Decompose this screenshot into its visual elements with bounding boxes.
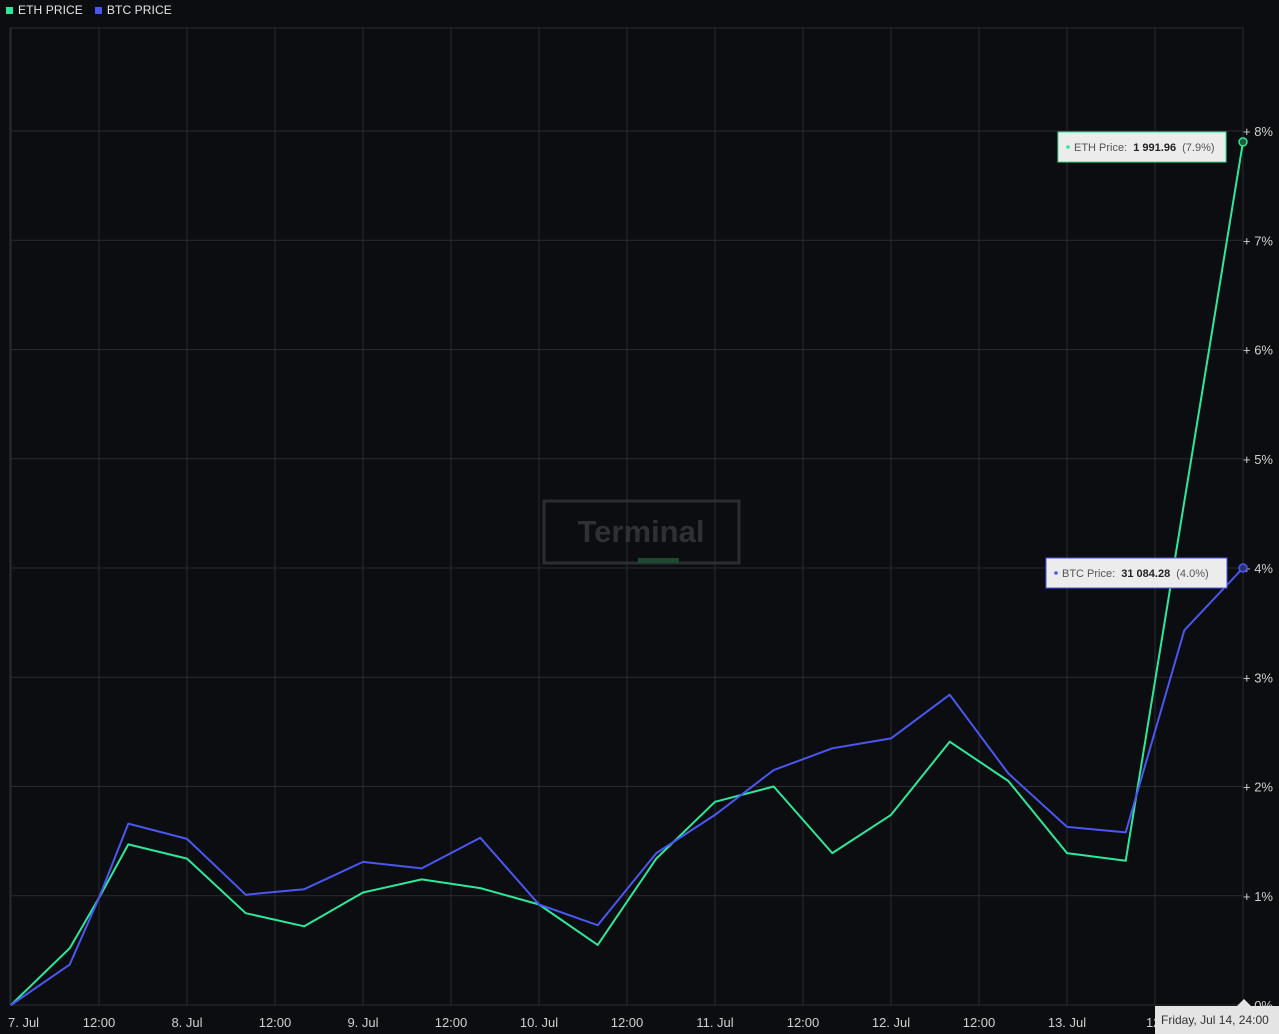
eth-point (1125, 860, 1127, 862)
legend-label-eth: ETH PRICE (18, 3, 83, 17)
eth-tooltip-box (1057, 131, 1227, 163)
y-tick-label: + 7% (1243, 233, 1273, 248)
btc-tooltip: BTC Price: 31 084.28 (4.0%) (1045, 557, 1228, 589)
y-tick-label: + 1% (1243, 889, 1273, 904)
watermark: Terminal (542, 499, 741, 565)
crosshair-pointer-icon (1237, 999, 1251, 1006)
y-tick-label: + 4% (1243, 561, 1273, 576)
btc-tooltip-value: 31 084.28 (1121, 568, 1170, 580)
btc-point (1007, 772, 1009, 774)
btc-point (949, 694, 951, 696)
btc-point (69, 963, 71, 966)
btc-point (1066, 826, 1068, 828)
btc-end-marker (1238, 563, 1248, 573)
eth-point (186, 858, 188, 860)
x-tick-label: 9. Jul (347, 1015, 378, 1030)
x-tick-label: 11. Jul (696, 1015, 733, 1030)
btc-tooltip-box (1045, 557, 1228, 589)
x-tick-label: 7. Jul (8, 1015, 39, 1030)
btc-swatch-icon (94, 6, 102, 14)
x-tick-label: 10. Jul (520, 1015, 558, 1030)
series (10, 137, 1248, 1006)
y-tick-label: + 3% (1243, 670, 1273, 685)
eth-tooltip-pct: (7.9%) (1182, 142, 1214, 154)
btc-point (186, 838, 188, 840)
eth-point (655, 858, 657, 860)
x-axis: 7. Jul 12:00 8. Jul 12:00 9. Jul 12:00 10. Jul… (8, 1015, 1164, 1030)
eth-point (127, 843, 129, 846)
x-tick-label: 13. Jul (1048, 1015, 1086, 1030)
crosshair-label: Friday, Jul 14, 24:00 (1161, 1013, 1269, 1027)
tooltips: ETH Price: 1 991.96 (7.9%) BTC Price: 31… (1045, 131, 1228, 589)
btc-point (714, 814, 716, 816)
eth-tooltip-value: 1 991.96 (1133, 142, 1176, 154)
x-tick-label: 12:00 (963, 1015, 996, 1030)
eth-point (890, 814, 892, 816)
legend-item-btc[interactable]: BTC PRICE (94, 3, 172, 17)
eth-point (362, 891, 364, 894)
eth-point (597, 944, 599, 946)
btc-tooltip-label: BTC Price: (1062, 568, 1115, 580)
y-tick-label: + 2% (1243, 780, 1273, 795)
btc-point (362, 861, 364, 863)
eth-point (773, 785, 775, 788)
btc-point (655, 852, 657, 854)
crosshair-label-box (1155, 1006, 1279, 1034)
eth-swatch-icon (6, 6, 13, 14)
btc-point (597, 924, 599, 926)
eth-point (245, 912, 247, 914)
btc-point (773, 769, 775, 771)
eth-tooltip-dot-icon (1066, 145, 1070, 149)
eth-tooltip: ETH Price: 1 991.96 (7.9%) (1057, 131, 1227, 163)
x-tick-label: 12. Jul (872, 1015, 910, 1030)
x-tick-label: 12:00 (259, 1015, 292, 1030)
eth-tooltip-label: ETH Price: (1074, 142, 1127, 154)
eth-tooltip-text: ETH Price: 1 991.96 (7.9%) (1074, 142, 1215, 154)
btc-point (98, 897, 100, 899)
eth-point (831, 852, 833, 854)
eth-point (421, 878, 423, 880)
btc-point (245, 894, 247, 896)
eth-end-marker (1238, 137, 1248, 147)
btc-tooltip-text: BTC Price: 31 084.28 (4.0%) (1062, 568, 1209, 580)
watermark-underline (638, 558, 679, 563)
btc-point (1183, 629, 1185, 631)
eth-point (714, 801, 716, 803)
btc-tooltip-pct: (4.0%) (1176, 568, 1208, 580)
eth-line (10, 141, 1244, 1006)
btc-point (831, 747, 833, 749)
watermark-text: Terminal (578, 514, 705, 549)
x-tick-label: 12:00 (611, 1015, 644, 1030)
btc-point (890, 737, 892, 740)
eth-point (69, 947, 71, 949)
legend-label-btc: BTC PRICE (106, 3, 172, 17)
eth-point (1007, 780, 1009, 782)
btc-point (538, 903, 540, 906)
y-axis: 0%+ 1%+ 2%+ 3%+ 4%+ 5%+ 6%+ 7%+ 8% (1243, 124, 1273, 1013)
btc-point (127, 823, 129, 825)
btc-point (10, 1004, 12, 1006)
btc-point (421, 867, 423, 870)
eth-point (1066, 852, 1068, 854)
crosshair: Friday, Jul 14, 24:00 (1155, 999, 1279, 1034)
x-tick-label: 12:00 (787, 1015, 820, 1030)
y-tick-label: + 6% (1243, 343, 1273, 358)
legend: ETH PRICE BTC PRICE (6, 3, 172, 17)
btc-point (1125, 831, 1127, 833)
y-tick-label: + 8% (1243, 124, 1273, 139)
btc-point (479, 837, 481, 839)
btc-tooltip-dot-icon (1054, 571, 1058, 575)
btc-point (303, 888, 305, 890)
eth-point (303, 925, 305, 927)
eth-point (949, 741, 951, 743)
x-tick-label: 8. Jul (171, 1015, 202, 1030)
y-tick-label: + 5% (1243, 452, 1273, 467)
eth-point (479, 887, 481, 889)
x-tick-label: 12:00 (435, 1015, 468, 1030)
x-tick-label: 12:00 (83, 1015, 116, 1030)
grid (9, 27, 1244, 1006)
legend-item-eth[interactable]: ETH PRICE (6, 3, 83, 17)
